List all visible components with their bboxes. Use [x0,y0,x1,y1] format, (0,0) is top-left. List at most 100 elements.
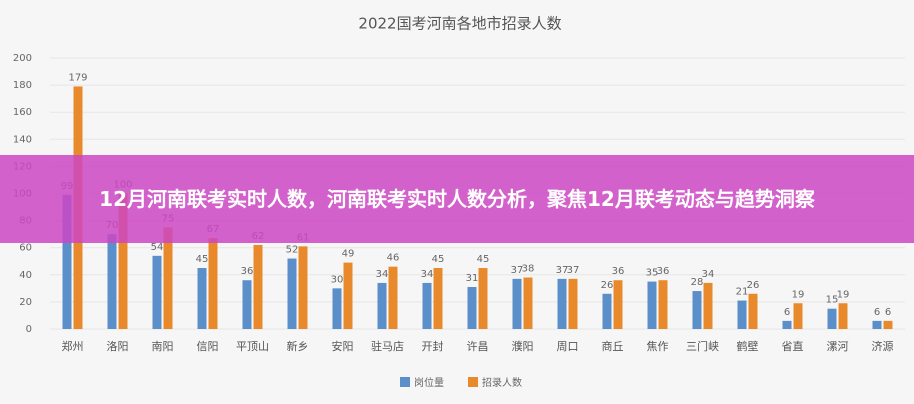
value-label: 26 [601,280,614,291]
bar [703,282,713,329]
value-label: 6 [784,307,790,318]
bar [523,277,533,329]
bar [242,280,252,329]
x-tick-label: 新乡 [287,339,309,353]
legend-swatch [468,377,478,387]
bar [377,282,387,329]
chart-title: 2022国考河南各地市招录人数 [358,15,561,33]
bar [253,244,263,329]
bar [827,308,837,329]
value-label: 35 [646,268,659,279]
value-label: 38 [522,264,535,275]
legend-label: 招录人数 [482,376,522,389]
value-label: 37 [511,265,524,276]
y-tick-label: 160 [13,107,32,118]
bar [197,268,207,329]
x-tick-label: 郑州 [62,339,84,353]
y-tick-label: 200 [13,53,32,64]
x-tick-label: 平顶山 [236,340,269,353]
bar [422,282,432,329]
bar [872,320,882,329]
x-tick-label: 商丘 [602,339,624,353]
bar [557,278,567,329]
bar [838,303,848,329]
value-label: 28 [691,277,704,288]
bar [647,281,657,329]
bar [793,303,803,329]
bar [298,246,308,329]
value-label: 31 [466,273,479,284]
bar [602,293,612,329]
value-label: 19 [837,289,850,300]
x-tick-label: 焦作 [647,340,669,353]
x-tick-label: 三门峡 [686,339,719,353]
value-label: 37 [567,265,580,276]
x-tick-label: 信阳 [197,340,219,353]
bar [568,278,578,329]
bar [478,268,488,329]
value-label: 46 [387,253,400,264]
value-label: 34 [421,269,434,280]
bar [208,238,218,329]
x-tick-label: 漯河 [827,340,849,353]
x-tick-label: 周口 [557,340,579,353]
bar [883,320,893,329]
value-label: 15 [826,295,839,306]
value-label: 36 [657,266,670,277]
bar [737,300,747,329]
x-tick-label: 鹤壁 [737,339,759,353]
y-tick-label: 20 [19,297,32,308]
y-tick-label: 60 [19,243,32,254]
banner-title: 12月河南联考实时人数，河南联考实时人数分析，聚焦12月联考动态与趋势洞察 [99,187,815,211]
bar [118,193,128,329]
x-tick-label: 开封 [422,339,444,353]
x-tick-label: 省直 [782,339,804,353]
value-label: 49 [342,249,355,260]
value-label: 6 [885,307,891,318]
value-label: 54 [151,242,164,253]
bar [152,255,162,329]
bar [433,268,443,329]
x-tick-label: 许昌 [467,340,489,353]
value-label: 21 [736,287,749,298]
y-tick-label: 140 [13,134,32,145]
value-label: 36 [241,266,254,277]
bar [343,262,353,329]
bar [748,293,758,329]
value-label: 19 [792,289,805,300]
bar [782,320,792,329]
bar [613,280,623,329]
x-tick-label: 驻马店 [371,339,404,353]
value-label: 34 [702,269,715,280]
bar [163,227,173,329]
x-tick-label: 安阳 [332,339,354,353]
value-label: 34 [376,269,389,280]
bar [692,291,702,329]
x-tick-label: 济源 [872,339,894,353]
bar [467,286,477,329]
value-label: 45 [196,254,209,265]
bar [332,288,342,329]
value-label: 6 [874,307,880,318]
value-label: 36 [612,266,625,277]
x-tick-label: 洛阳 [107,339,129,353]
value-label: 45 [432,254,445,265]
y-tick-label: 180 [13,80,32,91]
y-tick-label: 40 [19,270,32,281]
bar [62,194,72,329]
bar [658,280,668,329]
banner: 12月河南联考实时人数，河南联考实时人数分析，聚焦12月联考动态与趋势洞察 [0,155,914,243]
bar [107,234,117,329]
value-label: 26 [747,280,760,291]
x-tick-label: 南阳 [152,340,174,353]
value-label: 30 [331,274,344,285]
value-label: 37 [556,265,569,276]
bar [512,278,522,329]
x-tick-label: 濮阳 [512,339,534,353]
bar [388,266,398,329]
legend-label: 岗位量 [414,376,444,389]
y-tick-label: 0 [26,324,32,335]
value-label: 179 [68,72,87,83]
